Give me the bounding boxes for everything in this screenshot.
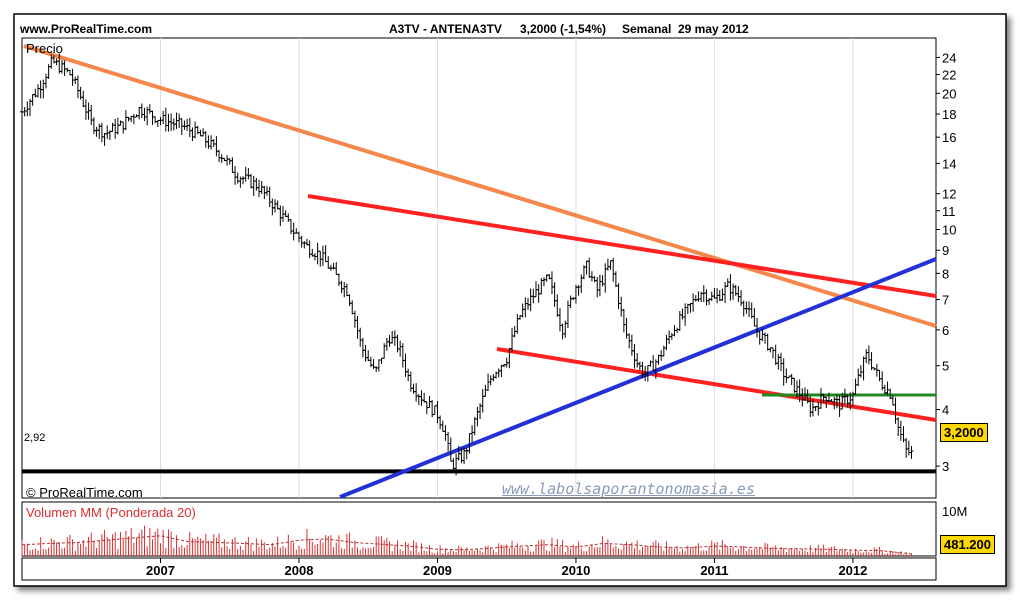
y-axis-ticks: 24 22 20 18 16 14 12 11 10 9 8 7 6 5 4 3 10M	[936, 50, 967, 519]
channel-lower-line	[496, 347, 937, 422]
last-quote: 3,2000 (-1,54%)	[520, 22, 607, 36]
trendlines	[22, 44, 937, 499]
y-tick-label: 8	[942, 266, 949, 281]
price-panel-title: Precio	[26, 41, 63, 56]
y-tick-label: 14	[942, 156, 956, 171]
y-tick-label: 3	[942, 459, 949, 474]
chart-date: 29 may 2012	[678, 22, 749, 36]
y-tick-label: 20	[942, 86, 956, 101]
y-tick-label: 5	[942, 359, 949, 374]
x-tick-label: 2012	[838, 563, 867, 578]
x-tick-label: 2010	[561, 563, 590, 578]
y-tick-label: 10	[942, 222, 956, 237]
x-axis-band	[21, 557, 937, 581]
volume-panel	[21, 501, 937, 557]
y-tick-label: 9	[942, 243, 949, 258]
y-tick-label: 4	[942, 403, 949, 418]
volume-panel-title: Volumen MM (Ponderada 20)	[26, 505, 196, 520]
y-tick-label: 24	[942, 50, 956, 65]
y-tick-label: 6	[942, 323, 949, 338]
y-tick-label: 11	[942, 204, 956, 219]
y-tick-label: 7	[942, 293, 949, 308]
site-name[interactable]: www.ProRealTime.com	[20, 22, 153, 36]
period-label: Semanal	[622, 22, 672, 36]
x-tick-label: 2007	[146, 563, 175, 578]
price-bars	[20, 53, 914, 476]
x-axis-ticks: 2007 2008 2009 2010 2011 2012	[146, 558, 867, 578]
y-tick-label: 22	[942, 68, 956, 83]
y-tick-label: 16	[942, 130, 956, 145]
floor-level-label: 2,92	[24, 432, 46, 444]
x-tick-label: 2008	[285, 563, 314, 578]
watermark-link[interactable]: www.labolsaporantonomasia.es	[502, 480, 755, 498]
volume-y-tick-label: 10M	[942, 504, 967, 519]
volume-moving-average	[21, 535, 912, 555]
y-tick-label: 12	[942, 187, 956, 202]
channel-upper-line	[307, 194, 937, 298]
x-tick-label: 2009	[423, 563, 452, 578]
y-tick-label: 18	[942, 107, 956, 122]
volume-bars	[21, 525, 912, 556]
long-term-downtrend-line	[23, 44, 937, 328]
grid	[159, 38, 854, 498]
last-price-badge: 3,2000	[940, 423, 988, 442]
last-volume-badge: 481.200	[940, 535, 995, 554]
x-tick-label: 2011	[700, 563, 728, 578]
instrument-name: A3TV - ANTENA3TV	[389, 22, 502, 36]
price-panel	[21, 37, 937, 499]
rising-support-line	[339, 257, 937, 499]
copyright-label: © ProRealTime.com	[26, 485, 143, 500]
